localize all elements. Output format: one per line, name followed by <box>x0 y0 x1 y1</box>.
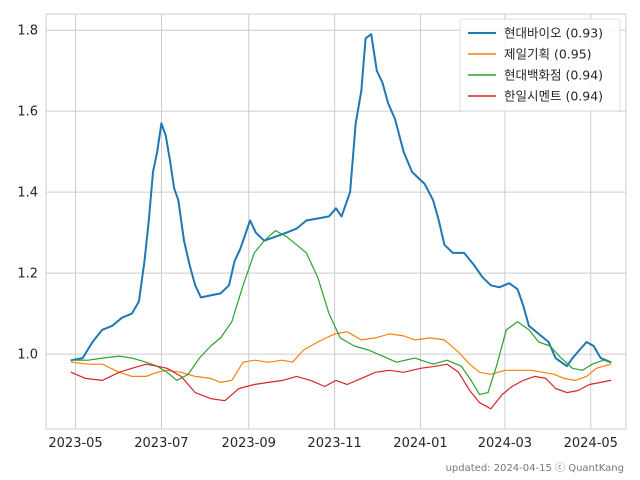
y-tick-label: 1.2 <box>17 267 38 282</box>
x-tick-label: 2023-09 <box>222 436 276 451</box>
y-tick-label: 1.6 <box>17 105 38 120</box>
y-tick-label: 1.0 <box>17 348 38 363</box>
x-tick-label: 2023-07 <box>134 436 188 451</box>
x-tick-label: 2024-03 <box>478 436 532 451</box>
legend: 현대바이오 (0.93) 제일기획 (0.95) 현대백화점 (0.94) 한일시멘트… <box>459 18 621 112</box>
series-line-4 <box>70 363 612 410</box>
legend-label: 현대백화점 (0.94) <box>504 68 603 83</box>
x-tick-label: 2024-01 <box>393 436 447 451</box>
series-line-3 <box>70 230 612 396</box>
y-tick-label: 1.4 <box>17 186 38 201</box>
series-layer <box>70 33 612 410</box>
legend-label: 한일시멘트 (0.94) <box>504 89 603 104</box>
footer-note: updated: 2024-04-15 ⓒ QuantKang <box>446 462 624 474</box>
x-tick-label: 2024-05 <box>564 436 618 451</box>
legend-box <box>459 18 621 112</box>
plot-frame <box>45 13 627 430</box>
series-line-2 <box>70 331 612 383</box>
x-tick-label: 2023-05 <box>48 436 102 451</box>
legend-label: 제일기획 (0.95) <box>504 47 592 62</box>
y-tick-label: 1.8 <box>17 24 38 39</box>
tick-layer: 2023-05 2023-07 2023-09 2023-11 2024-01 2024-… <box>17 24 618 451</box>
x-tick-label: 2023-11 <box>307 436 361 451</box>
series-line-1 <box>70 33 612 368</box>
legend-label: 현대바이오 (0.93) <box>504 26 603 41</box>
